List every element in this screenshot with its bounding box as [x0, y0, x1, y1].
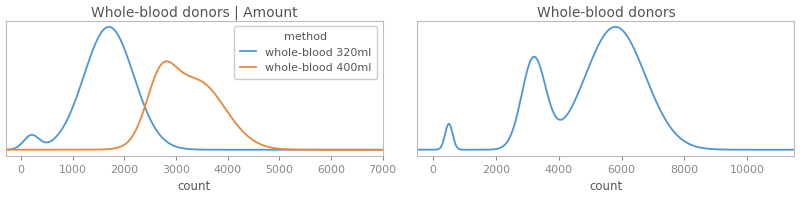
whole-blood 320ml	[104, 26, 114, 28]
whole-blood 320ml	[21, 138, 30, 140]
whole-blood 320ml	[1, 148, 10, 151]
whole-blood 400ml	[377, 148, 386, 151]
whole-blood 400ml	[179, 72, 189, 74]
Line: whole-blood 400ml: whole-blood 400ml	[6, 61, 393, 150]
X-axis label: count: count	[178, 180, 210, 193]
whole-blood 400ml	[377, 148, 386, 151]
whole-blood 320ml	[388, 148, 398, 151]
whole-blood 400ml	[306, 148, 315, 151]
whole-blood 320ml	[377, 148, 386, 151]
whole-blood 320ml	[377, 148, 386, 151]
X-axis label: count: count	[590, 180, 622, 193]
whole-blood 400ml	[162, 60, 171, 62]
whole-blood 400ml	[190, 77, 199, 79]
whole-blood 320ml	[179, 147, 189, 150]
whole-blood 400ml	[1, 148, 10, 151]
whole-blood 320ml	[190, 148, 199, 151]
whole-blood 320ml	[306, 148, 315, 151]
Title: Whole-blood donors: Whole-blood donors	[537, 6, 675, 20]
Title: Whole-blood donors | Amount: Whole-blood donors | Amount	[90, 6, 298, 20]
whole-blood 400ml	[21, 148, 30, 151]
whole-blood 400ml	[388, 148, 398, 151]
Line: whole-blood 320ml: whole-blood 320ml	[6, 27, 393, 150]
Legend: whole-blood 320ml, whole-blood 400ml: whole-blood 320ml, whole-blood 400ml	[234, 26, 377, 79]
